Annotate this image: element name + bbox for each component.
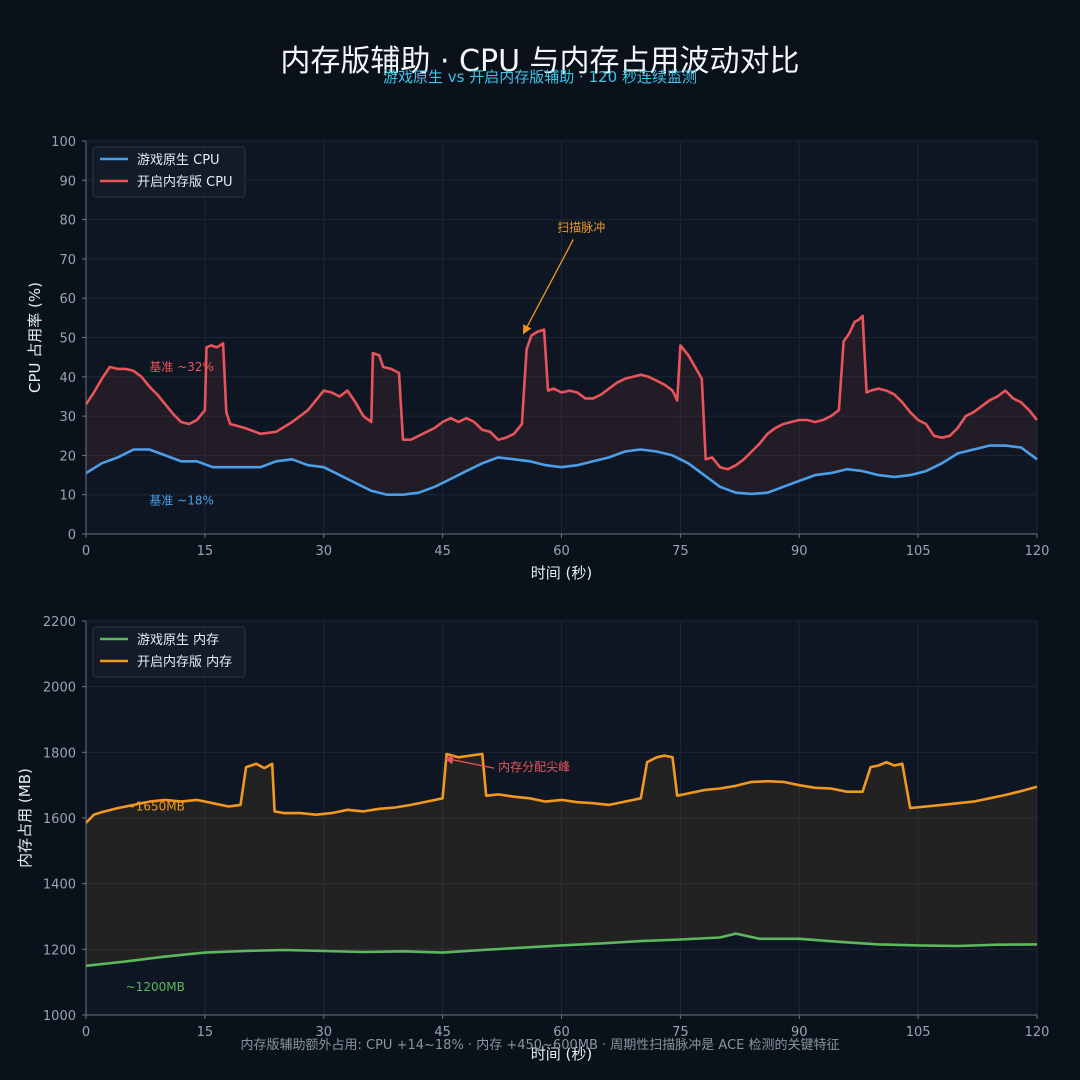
legend-label-1: 游戏原生 CPU [137, 153, 220, 168]
x-tick-label: 90 [791, 1025, 808, 1040]
series-line-2 [84, 314, 1039, 471]
y-tick-label: 70 [59, 253, 76, 268]
x-tick-label: 120 [1025, 544, 1050, 559]
x-tick-label: 15 [197, 1025, 214, 1040]
annotation-arrow [522, 239, 574, 335]
series-line-2 [85, 752, 1038, 824]
y-tick-label: 1200 [43, 943, 76, 958]
y-tick-label: 20 [59, 449, 76, 464]
legend-label-2: 开启内存版 CPU [137, 174, 233, 190]
chart-title: 内存版辅助 · CPU 与内存占用波动对比 [280, 44, 800, 79]
x-tick-label: 30 [315, 1025, 332, 1040]
y-axis-label: CPU 占用率 (%) [26, 282, 44, 393]
x-tick-label: 90 [791, 544, 808, 559]
y-tick-label: 1400 [43, 878, 76, 893]
y-tick-label: 80 [59, 214, 76, 229]
series-line-1 [85, 932, 1038, 968]
y-tick-label: 40 [59, 371, 76, 386]
annotation-label-1: 基准 ~32% [149, 360, 214, 374]
annotation-arrow [444, 755, 495, 769]
chart-panel-1: 0 15 30 45 60 75 90 105 120 0 10 20 30 40 50 60 70 80 90 10… [26, 135, 1049, 582]
y-tick-label: 2000 [43, 681, 76, 696]
fill-between-area [86, 315, 1037, 495]
x-axis-label: 时间 (秒) [531, 1045, 592, 1063]
y-tick-label: 1000 [43, 1009, 76, 1024]
x-tick-label: 0 [82, 1025, 90, 1040]
y-tick-label: 50 [59, 332, 76, 347]
x-tick-label: 60 [553, 544, 570, 559]
x-tick-label: 15 [197, 544, 214, 559]
x-tick-label: 60 [553, 1025, 570, 1040]
x-tick-label: 30 [315, 544, 332, 559]
annotation-label-2: ~1200MB [126, 980, 185, 994]
x-tick-label: 0 [82, 544, 90, 559]
annotation-label-3: 扫描脉冲 [557, 219, 605, 234]
legend-label-1: 游戏原生 内存 [137, 632, 219, 648]
x-tick-label: 105 [906, 544, 931, 559]
annotation-label-2: 基准 ~18% [149, 494, 214, 508]
y-tick-label: 90 [59, 174, 76, 189]
annotation-label-3: 内存分配尖峰 [498, 760, 570, 774]
x-tick-label: 45 [434, 544, 451, 559]
y-tick-label: 10 [59, 489, 76, 504]
y-tick-label: 30 [59, 410, 76, 425]
x-tick-label: 45 [434, 1025, 451, 1040]
y-tick-label: 1600 [43, 812, 76, 827]
series-line-1 [85, 444, 1038, 496]
x-tick-label: 105 [906, 1025, 931, 1040]
legend-label-2: 开启内存版 内存 [137, 654, 232, 670]
fill-between-area [86, 754, 1037, 966]
y-tick-label: 60 [59, 292, 76, 307]
x-tick-label: 75 [672, 1025, 689, 1040]
x-tick-label: 120 [1025, 1025, 1050, 1040]
x-axis-label: 时间 (秒) [531, 564, 592, 582]
annotation-label-1: ~1650MB [126, 800, 185, 814]
legend-box [92, 146, 246, 198]
x-tick-label: 75 [672, 544, 689, 559]
y-tick-label: 1800 [43, 746, 76, 761]
chart-panel-2: 0 15 30 45 60 75 90 105 120 1000 1200 1400 1600 1800 2… [16, 615, 1049, 1063]
y-tick-label: 0 [68, 528, 76, 543]
y-axis-label: 内存占用 (MB) [16, 768, 34, 868]
y-tick-label: 2200 [43, 615, 76, 630]
chart-footnote: 内存版辅助额外占用: CPU +14~18% · 内存 +450~600MB ·… [240, 1038, 840, 1053]
chart-subtitle: 游戏原生 vs 开启内存版辅助 · 120 秒连续监测 [383, 68, 697, 86]
legend: 游戏原生 CPU 开启内存版 CPU [92, 146, 246, 198]
y-tick-label: 100 [51, 135, 76, 150]
legend-box [92, 626, 246, 678]
